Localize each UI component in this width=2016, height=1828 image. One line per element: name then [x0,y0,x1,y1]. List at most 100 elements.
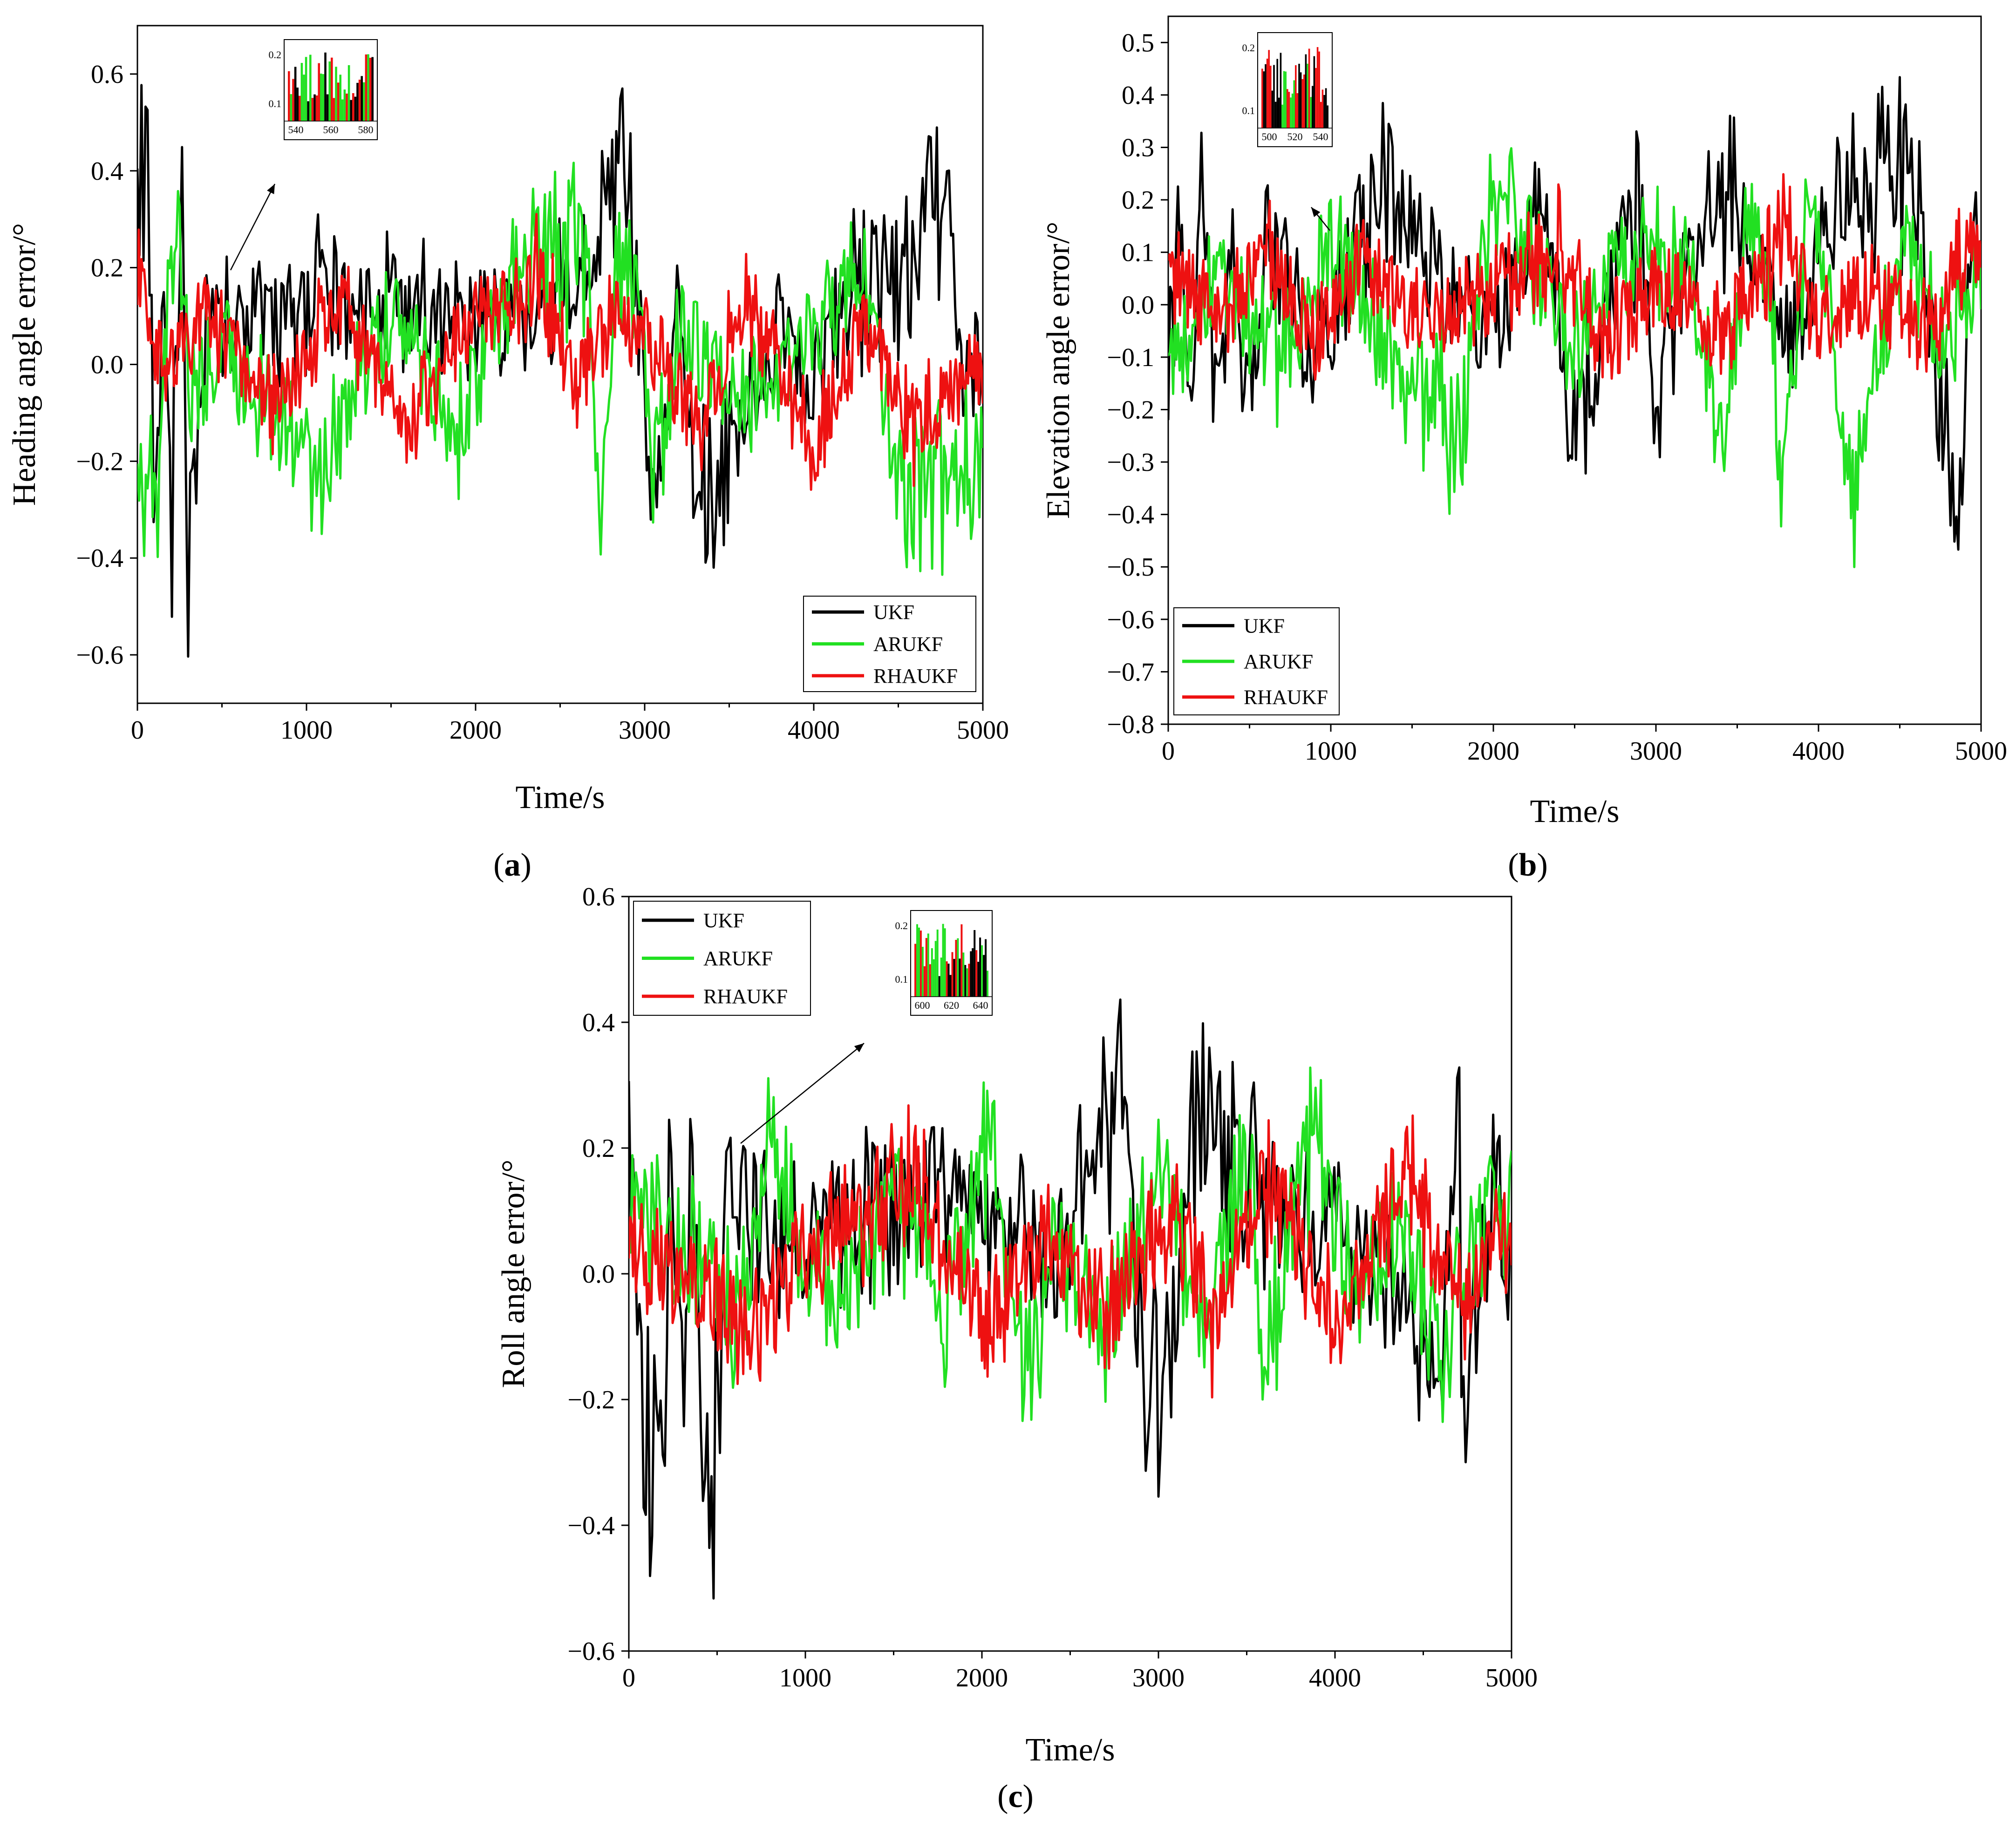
inset-bar [938,976,940,997]
y-tick-label: 0.6 [91,60,123,89]
y-tick-label: 0.2 [1122,186,1154,215]
inset-bar [313,94,316,121]
inset-bar [1285,71,1287,128]
inset-bar [1316,47,1319,128]
inset-bar [936,929,939,997]
inset-bar [337,82,340,121]
inset-bar [1300,72,1302,128]
legend-label-rhaukf: RHAUKF [873,665,958,687]
inset-bar [354,96,357,121]
x-axis-label: Time/s [1026,1732,1115,1768]
y-tick-label: −0.6 [1107,605,1154,634]
legend-label-arukf: ARUKF [1244,650,1313,673]
legend-label-rhaukf: RHAUKF [1244,686,1328,709]
inset-y-tick-label: 0.2 [269,49,282,61]
inset-bar [303,75,305,121]
inset-bar [1273,65,1275,128]
inset-bar [322,74,325,121]
y-tick-label: 0.4 [1122,81,1154,110]
inset-bar [981,945,983,997]
inset-arrow-line [230,183,276,271]
y-axis-label: Roll angle error/° [496,1160,531,1388]
legend-label-arukf: ARUKF [873,633,943,656]
inset-bar [1290,97,1292,128]
inset-bar [363,82,365,121]
inset-bar [962,952,965,997]
series-line-rhaukf [629,1104,1512,1399]
inset-bar [916,924,918,997]
inset-bar [975,950,978,997]
inset-bar [953,958,955,997]
arrow-head-icon [267,184,275,194]
inset-bar [339,75,341,121]
inset-bar [1261,68,1263,128]
x-tick-label: 0 [131,716,144,745]
inset-bar [300,63,303,121]
chart-b: 0 1000 2000 3000 4000 5000 −0.8 −0.7 −0.6 −0.5 −0.… [1041,15,2007,883]
inset-bar [1315,68,1317,128]
y-tick-label: −0.6 [76,641,123,670]
inset-x-tick-label: 520 [1287,131,1303,143]
x-tick-label: 1000 [1305,737,1357,766]
inset-bar [290,94,293,121]
inset-zoom: 500 520 540 0.1 0.2 [1242,32,1333,231]
legend: UKF ARUKF RHAUKF [803,596,976,692]
y-tick-label: −0.4 [1107,501,1154,530]
x-tick-label: 0 [1162,737,1175,766]
legend-label-ukf: UKF [873,601,914,624]
inset-bar [288,71,290,121]
legend: UKF ARUKF RHAUKF [633,901,811,1016]
inset-bar [315,95,318,121]
inset-bar [292,79,294,121]
inset-y-tick-label: 0.1 [1242,105,1255,116]
inset-bar [1312,86,1314,128]
inset-bar [1307,63,1308,128]
inset-bar [1318,51,1320,128]
y-tick-label: 0.1 [1122,238,1154,267]
inset-bar [974,930,976,997]
inset-bar [921,946,924,997]
inset-bar [959,958,961,997]
inset-bar [964,965,967,997]
inset-bar [1323,95,1325,128]
inset-y-tick-label: 0.2 [1242,42,1255,54]
x-tick-label: 1000 [779,1664,831,1692]
inset-bar [1287,89,1288,128]
y-tick-label: 0.0 [582,1260,615,1289]
legend-label-rhaukf: RHAUKF [703,985,788,1008]
arrow-head-icon [854,1043,864,1053]
inset-bar [1281,104,1283,128]
y-tick-label: 0.2 [582,1134,615,1163]
inset-bar [955,940,957,997]
inset-bar [985,939,987,997]
x-tick-label: 3000 [1630,737,1682,766]
y-tick-label: 0.0 [1122,291,1154,319]
series-line-rhaukf [137,213,983,491]
chart-a: 0 1000 2000 3000 4000 5000 −0.6 −0.4 −0.2 0.0 0.2 0… [7,25,1009,883]
inset-bar [1283,71,1285,128]
x-tick-label: 3000 [619,716,671,745]
inset-bar [333,98,335,121]
inset-bar [1280,53,1282,129]
inset-bar [335,67,337,121]
inset-bar [367,54,369,121]
inset-bar [296,88,299,121]
inset-bar [1270,66,1272,128]
y-tick-label: −0.7 [1107,658,1154,686]
inset-bar [1265,64,1267,128]
inset-bar [914,944,916,997]
y-tick-label: −0.6 [567,1637,615,1666]
inset-bar [977,962,980,997]
y-tick-label: 0.4 [582,1008,615,1037]
inset-bar [960,924,963,997]
chart-c: 0 1000 2000 3000 4000 5000 −0.6 −0.4 −0.2 0.0 0.2 0… [496,883,1538,1814]
inset-bar [361,76,363,121]
inset-bar [1266,58,1268,129]
x-tick-label: 4000 [788,716,840,745]
inset-bar [987,971,988,997]
panel-caption: (c) [997,1779,1034,1814]
x-tick-label: 5000 [1955,737,2007,766]
inset-bar [1320,102,1322,128]
inset-bar [1295,65,1297,128]
